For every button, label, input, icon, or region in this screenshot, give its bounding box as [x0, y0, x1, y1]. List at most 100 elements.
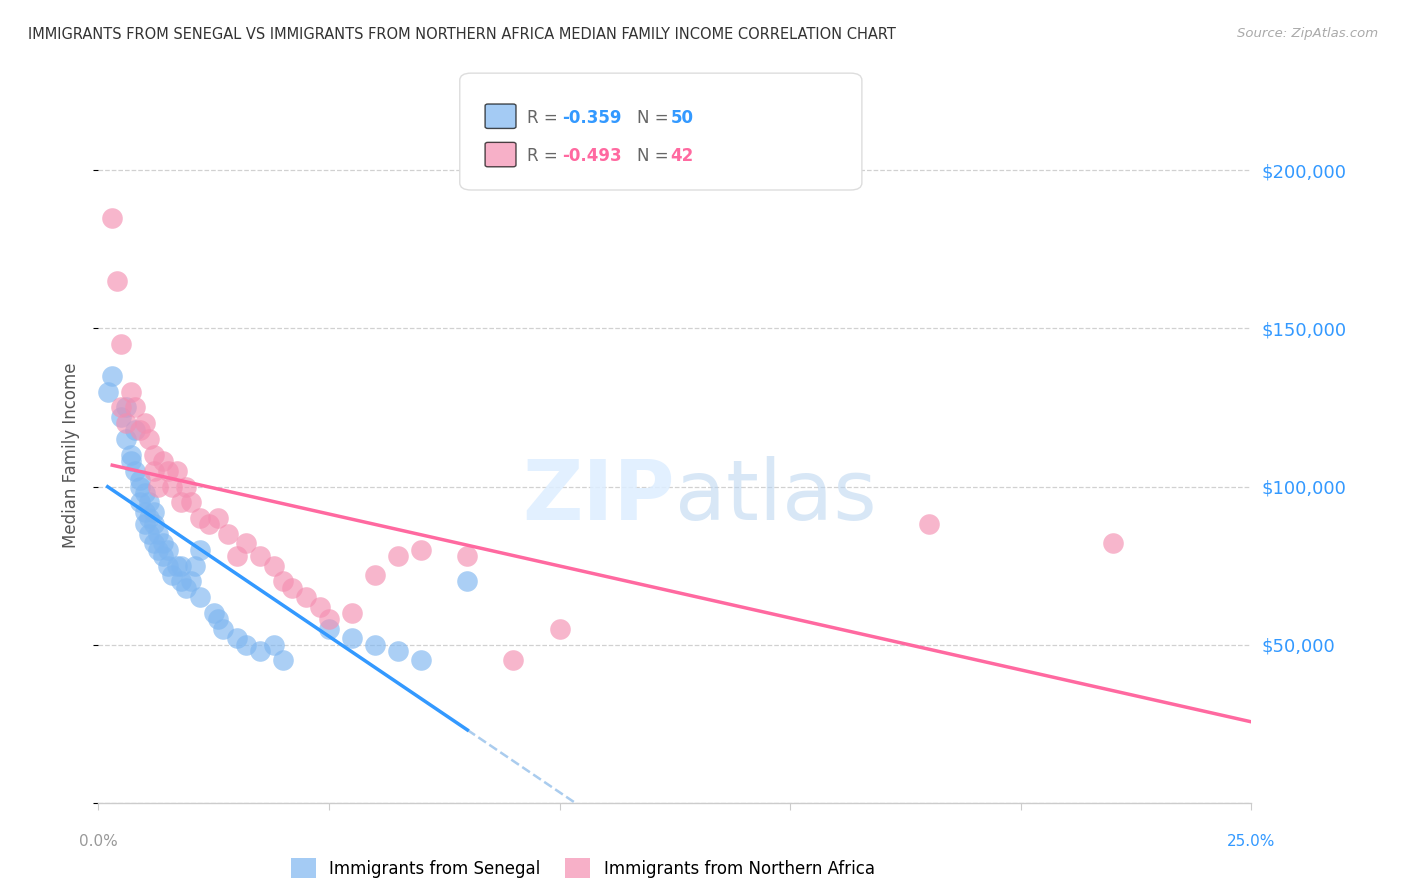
- Point: [225, 549, 247, 563]
- Point: [295, 591, 318, 605]
- Point: [152, 536, 174, 550]
- Point: [271, 653, 294, 667]
- Text: -0.359: -0.359: [562, 109, 621, 127]
- Point: [308, 599, 330, 614]
- Point: [115, 417, 138, 431]
- Point: [129, 423, 152, 437]
- Point: [156, 558, 179, 573]
- Point: [198, 517, 221, 532]
- Point: [110, 409, 132, 424]
- Point: [502, 653, 524, 667]
- Point: [249, 549, 271, 563]
- Y-axis label: Median Family Income: Median Family Income: [62, 362, 80, 548]
- Text: atlas: atlas: [675, 456, 876, 537]
- Point: [142, 464, 165, 478]
- Point: [134, 486, 156, 500]
- Point: [207, 511, 229, 525]
- Point: [101, 368, 124, 383]
- Point: [271, 574, 294, 589]
- Point: [142, 505, 165, 519]
- Text: N =: N =: [637, 109, 673, 127]
- Point: [142, 517, 165, 532]
- Point: [160, 568, 183, 582]
- Point: [548, 622, 571, 636]
- Point: [134, 417, 156, 431]
- Point: [174, 479, 197, 493]
- Point: [263, 558, 285, 573]
- Point: [138, 495, 160, 509]
- Point: [411, 653, 433, 667]
- Point: [124, 401, 146, 415]
- Text: R =: R =: [527, 147, 564, 165]
- Text: -0.493: -0.493: [562, 147, 621, 165]
- Point: [217, 527, 239, 541]
- Point: [115, 401, 138, 415]
- Point: [235, 536, 257, 550]
- Point: [917, 517, 939, 532]
- Point: [411, 542, 433, 557]
- Point: [142, 536, 165, 550]
- Point: [235, 638, 257, 652]
- Point: [212, 622, 235, 636]
- Point: [129, 495, 152, 509]
- Legend: Immigrants from Senegal, Immigrants from Northern Africa: Immigrants from Senegal, Immigrants from…: [284, 851, 882, 885]
- Point: [124, 464, 146, 478]
- Text: N =: N =: [637, 147, 673, 165]
- Point: [138, 432, 160, 446]
- Point: [152, 454, 174, 468]
- Point: [142, 448, 165, 462]
- Point: [340, 606, 363, 620]
- Point: [148, 479, 170, 493]
- Point: [101, 211, 124, 225]
- Text: ZIP: ZIP: [523, 456, 675, 537]
- Point: [387, 549, 409, 563]
- Point: [188, 591, 211, 605]
- Point: [148, 527, 170, 541]
- Point: [156, 542, 179, 557]
- Point: [281, 581, 304, 595]
- Point: [188, 511, 211, 525]
- Point: [318, 612, 340, 626]
- Point: [184, 558, 207, 573]
- Point: [115, 432, 138, 446]
- Point: [138, 511, 160, 525]
- Text: Source: ZipAtlas.com: Source: ZipAtlas.com: [1237, 27, 1378, 40]
- Point: [249, 644, 271, 658]
- Text: 0.0%: 0.0%: [79, 834, 118, 849]
- Point: [188, 542, 211, 557]
- Point: [97, 384, 120, 399]
- Point: [156, 464, 179, 478]
- Point: [120, 448, 142, 462]
- Text: 42: 42: [671, 147, 695, 165]
- Point: [456, 549, 478, 563]
- Point: [120, 384, 142, 399]
- Point: [225, 632, 247, 646]
- Text: 50: 50: [671, 109, 693, 127]
- Point: [263, 638, 285, 652]
- Point: [170, 495, 193, 509]
- Point: [174, 581, 197, 595]
- Point: [1102, 536, 1125, 550]
- Point: [160, 479, 183, 493]
- Point: [105, 274, 128, 288]
- Point: [148, 542, 170, 557]
- Point: [170, 558, 193, 573]
- Point: [134, 517, 156, 532]
- Text: R =: R =: [527, 109, 564, 127]
- Point: [170, 574, 193, 589]
- Point: [207, 612, 229, 626]
- Point: [340, 632, 363, 646]
- Point: [387, 644, 409, 658]
- Point: [202, 606, 225, 620]
- Point: [152, 549, 174, 563]
- Point: [364, 638, 387, 652]
- Point: [138, 527, 160, 541]
- Point: [129, 473, 152, 487]
- Point: [180, 574, 202, 589]
- Point: [166, 464, 188, 478]
- Point: [318, 622, 340, 636]
- Point: [180, 495, 202, 509]
- Point: [134, 505, 156, 519]
- Point: [124, 423, 146, 437]
- Point: [166, 558, 188, 573]
